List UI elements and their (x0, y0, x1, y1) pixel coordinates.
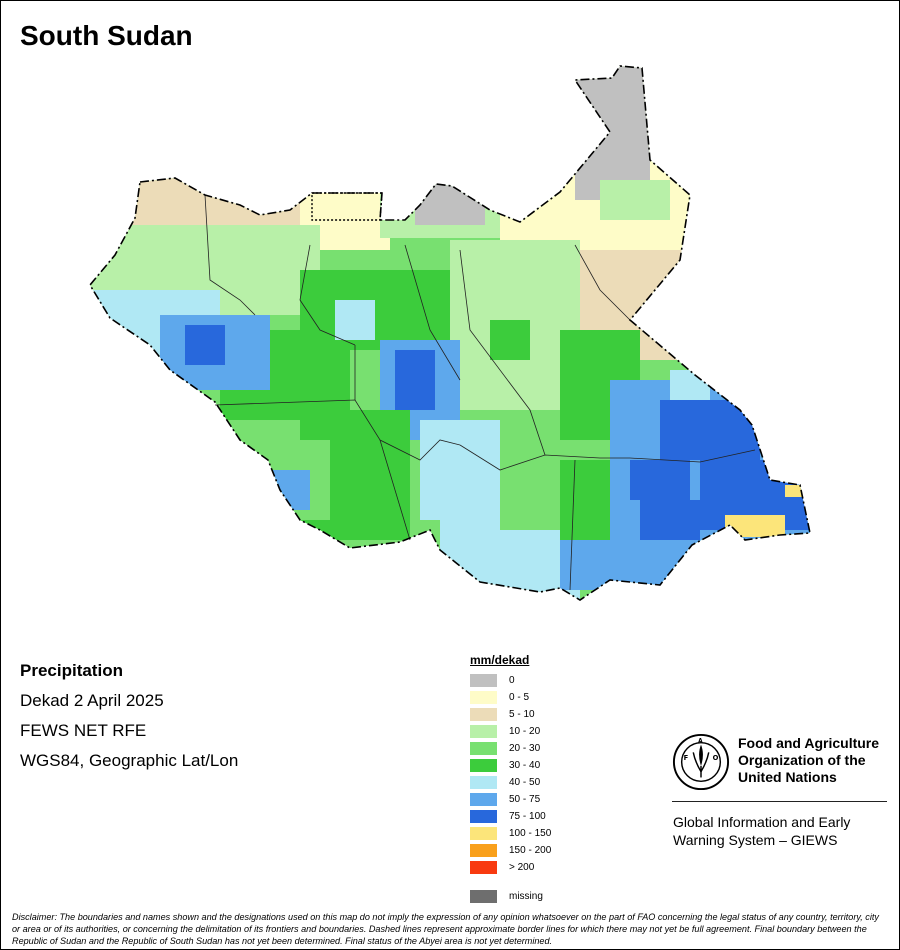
legend-swatch (470, 844, 497, 857)
legend-item: 0 - 5 (470, 689, 551, 706)
legend-item: 0 (470, 672, 551, 689)
map-title: South Sudan (20, 20, 193, 51)
legend-label-missing: missing (509, 891, 543, 902)
legend-item: > 200 (470, 859, 551, 876)
legend-item: 40 - 50 (470, 774, 551, 791)
fao-name: Food and Agriculture Organization of the… (738, 735, 880, 785)
legend-swatch (470, 861, 497, 874)
map-info: Precipitation Dekad 2 April 2025 FEWS NE… (20, 656, 238, 776)
legend-label: 150 - 200 (509, 845, 552, 856)
legend-label: 30 - 40 (509, 760, 541, 771)
legend-swatch (470, 691, 497, 704)
legend-label: > 200 (509, 862, 535, 873)
legend-item: 30 - 40 (470, 757, 551, 774)
legend-swatch (470, 759, 497, 772)
disclaimer: Disclaimer: The boundaries and names sho… (12, 912, 879, 946)
legend: mm/dekad 0 0 - 5 5 - 10 10 - 20 20 - 30 30 - … (470, 653, 551, 905)
legend-item: 150 - 200 (470, 842, 551, 859)
legend-swatch-missing (470, 890, 497, 903)
legend-swatch (470, 742, 497, 755)
svg-text:O: O (713, 754, 719, 762)
legend-swatch (470, 776, 497, 789)
legend-swatch (470, 674, 497, 687)
legend-item-missing: missing (470, 888, 551, 905)
legend-item: 75 - 100 (470, 808, 551, 825)
legend-label: 50 - 75 (509, 794, 541, 805)
legend-item: 50 - 75 (470, 791, 551, 808)
legend-item: 10 - 20 (470, 723, 551, 740)
legend-label: 0 (509, 675, 515, 686)
legend-item: 100 - 150 (470, 825, 551, 842)
legend-label: 10 - 20 (509, 726, 541, 737)
info-heading: Precipitation (20, 661, 123, 680)
legend-title: mm/dekad (470, 653, 530, 667)
legend-label: 5 - 10 (509, 709, 535, 720)
fao-logo-icon: F O A (672, 733, 730, 791)
legend-items: 0 0 - 5 5 - 10 10 - 20 20 - 30 30 - 40 40 - 50… (470, 672, 551, 876)
legend-label: 40 - 50 (509, 777, 541, 788)
legend-item: 5 - 10 (470, 706, 551, 723)
info-source: FEWS NET RFE (20, 721, 147, 740)
info-period: Dekad 2 April 2025 (20, 691, 164, 710)
info-projection: WGS84, Geographic Lat/Lon (20, 751, 239, 770)
legend-label: 100 - 150 (509, 828, 552, 839)
legend-swatch (470, 708, 497, 721)
legend-swatch (470, 827, 497, 840)
legend-item: 20 - 30 (470, 740, 551, 757)
legend-label: 20 - 30 (509, 743, 541, 754)
legend-swatch (470, 725, 497, 738)
legend-label: 0 - 5 (509, 692, 530, 703)
svg-text:F: F (684, 754, 689, 762)
fao-divider (672, 801, 887, 802)
giews-name: Global Information and Early Warning Sys… (673, 814, 851, 848)
precipitation-map (89, 65, 811, 601)
legend-label: 75 - 100 (509, 811, 546, 822)
legend-swatch (470, 793, 497, 806)
svg-text:A: A (698, 739, 703, 745)
legend-swatch (470, 810, 497, 823)
